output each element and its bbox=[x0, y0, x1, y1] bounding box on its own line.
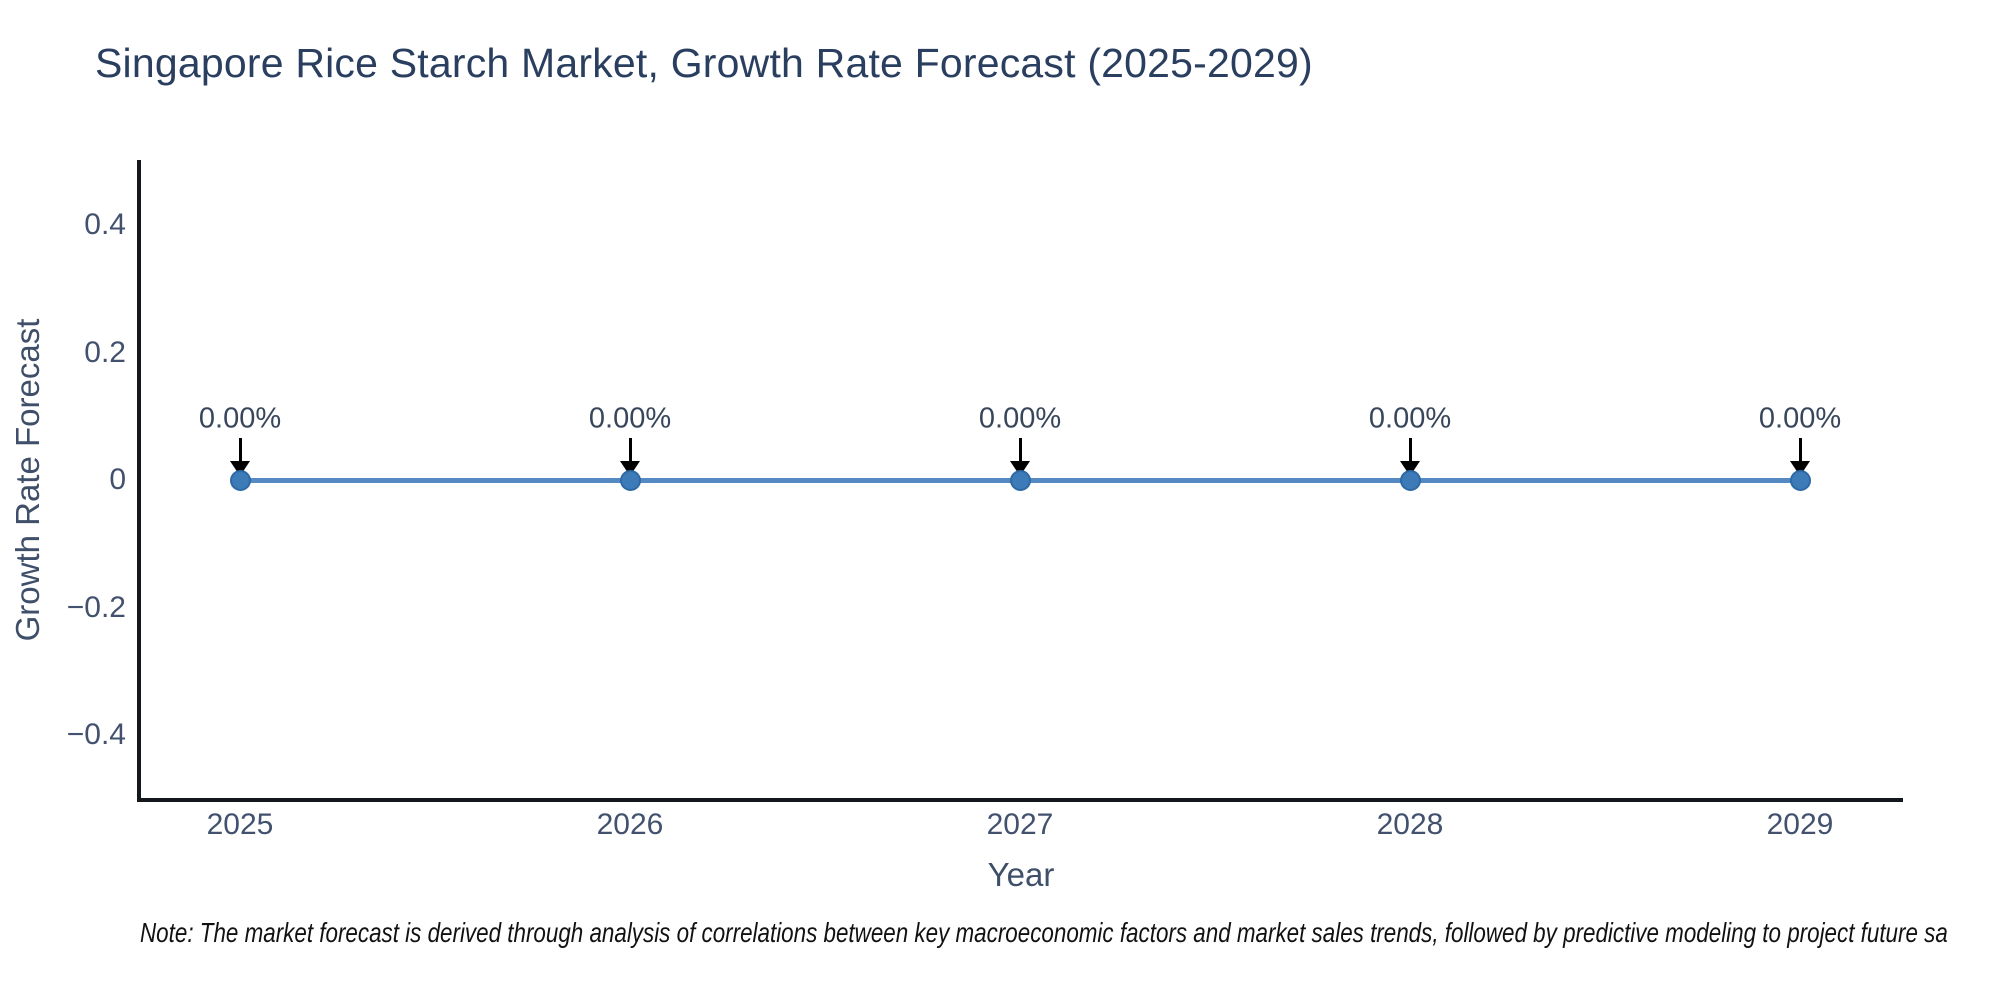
data-point-marker bbox=[1399, 469, 1421, 491]
x-axis-line bbox=[137, 798, 1903, 802]
chart-title: Singapore Rice Starch Market, Growth Rat… bbox=[95, 40, 1313, 86]
y-tick-label: −0.4 bbox=[66, 718, 126, 751]
data-point-label: 0.00% bbox=[198, 402, 282, 435]
annotation-arrow bbox=[628, 438, 632, 465]
x-tick-label: 2028 bbox=[1376, 808, 1444, 841]
y-tick-label: −0.2 bbox=[66, 590, 126, 624]
data-point-label: 0.00% bbox=[1758, 402, 1842, 435]
x-tick-label: 2026 bbox=[596, 808, 664, 841]
annotation-arrow bbox=[1798, 438, 1802, 465]
data-point-marker bbox=[1789, 469, 1811, 491]
y-tick-label: 0 bbox=[109, 463, 126, 496]
x-tick-label: 2029 bbox=[1766, 808, 1834, 841]
x-tick-label: 2025 bbox=[206, 808, 274, 841]
footnote: Note: The market forecast is derived thr… bbox=[140, 917, 1948, 948]
data-point-label: 0.00% bbox=[588, 402, 672, 435]
annotation-arrow bbox=[238, 438, 242, 465]
y-tick-label: 0.4 bbox=[84, 208, 126, 241]
data-point-marker bbox=[619, 469, 641, 491]
data-point-label: 0.00% bbox=[978, 402, 1062, 435]
annotation-arrow bbox=[1408, 438, 1412, 465]
annotation-arrow bbox=[1018, 438, 1022, 465]
x-axis-title: Year bbox=[987, 856, 1055, 893]
y-axis-line bbox=[137, 160, 141, 802]
y-tick-label: 0.2 bbox=[84, 335, 126, 369]
x-tick-label: 2027 bbox=[986, 808, 1054, 841]
data-point-marker bbox=[1009, 469, 1031, 491]
data-point-label: 0.00% bbox=[1368, 402, 1452, 435]
data-point-marker bbox=[229, 469, 251, 491]
